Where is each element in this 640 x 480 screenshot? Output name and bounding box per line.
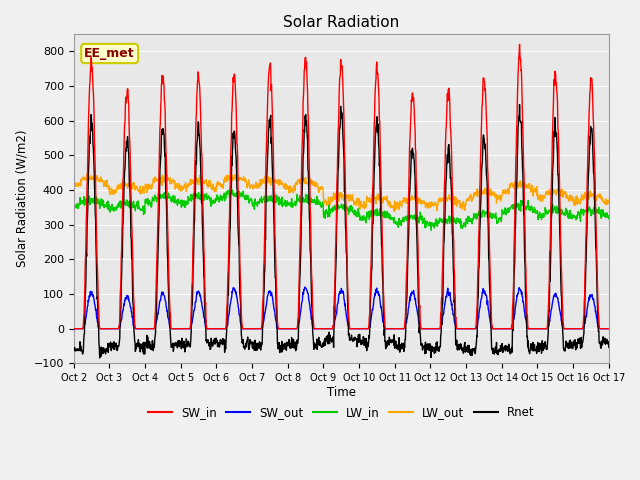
Legend: SW_in, SW_out, LW_in, LW_out, Rnet: SW_in, SW_out, LW_in, LW_out, Rnet bbox=[143, 401, 540, 423]
Title: Solar Radiation: Solar Radiation bbox=[283, 15, 399, 30]
Text: EE_met: EE_met bbox=[84, 47, 135, 60]
X-axis label: Time: Time bbox=[327, 386, 356, 399]
Y-axis label: Solar Radiation (W/m2): Solar Radiation (W/m2) bbox=[15, 130, 28, 267]
